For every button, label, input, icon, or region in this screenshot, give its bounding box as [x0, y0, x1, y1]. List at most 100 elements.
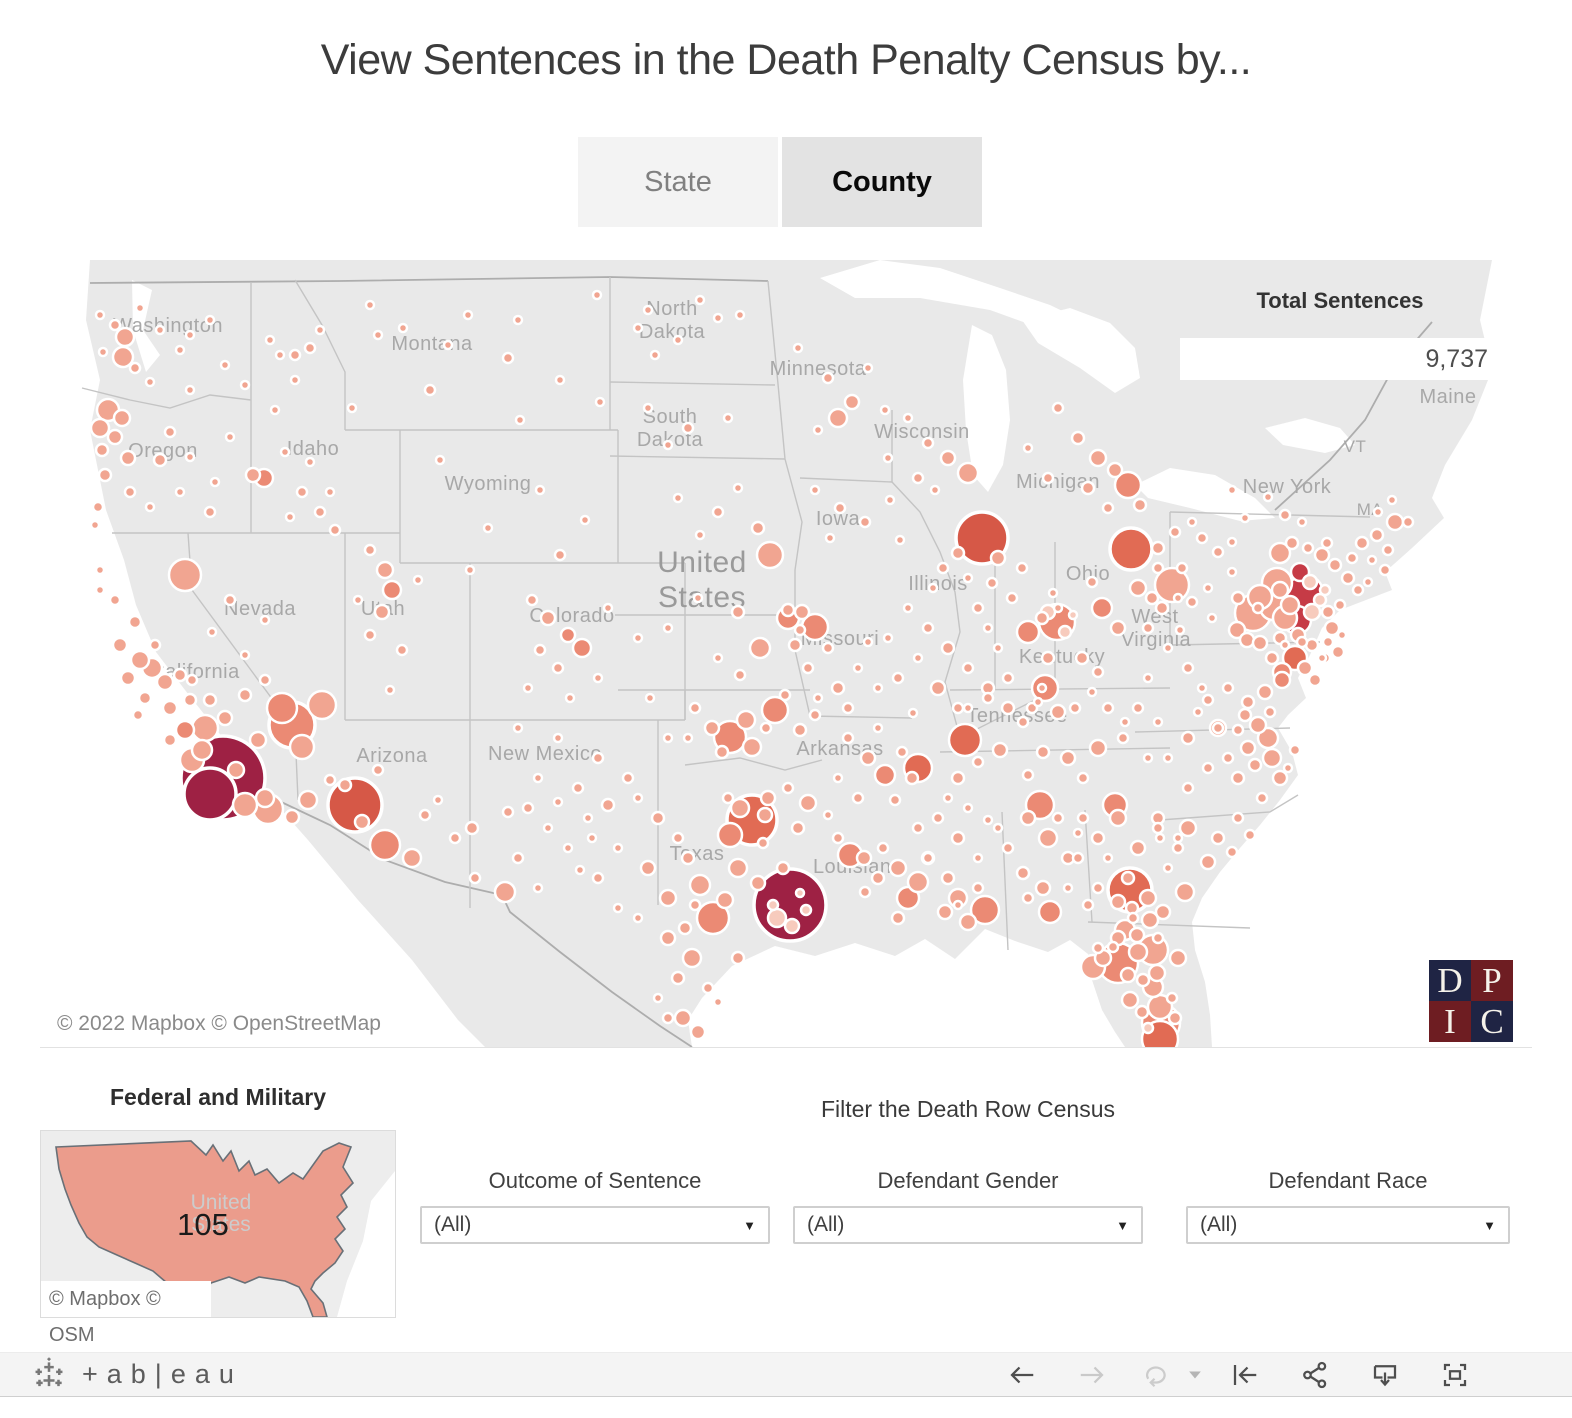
county-bubble[interactable]: [129, 649, 151, 671]
county-bubble[interactable]: [401, 847, 423, 869]
county-bubble[interactable]: [161, 699, 179, 717]
county-bubble[interactable]: [722, 412, 734, 424]
county-bubble[interactable]: [512, 722, 524, 734]
county-bubble[interactable]: [184, 329, 196, 341]
county-bubble[interactable]: [902, 602, 914, 614]
county-bubble[interactable]: [586, 832, 598, 844]
county-bubble[interactable]: [1101, 501, 1115, 515]
county-bubble[interactable]: [119, 449, 137, 467]
county-bubble[interactable]: [855, 849, 873, 867]
county-bubble[interactable]: [1362, 576, 1374, 588]
county-bubble[interactable]: [1251, 634, 1269, 652]
county-bubble[interactable]: [694, 529, 706, 541]
county-bubble[interactable]: [1135, 972, 1151, 988]
county-bubble[interactable]: [907, 707, 919, 719]
county-bubble[interactable]: [172, 667, 188, 683]
county-bubble[interactable]: [346, 402, 358, 414]
county-bubble[interactable]: [264, 334, 276, 346]
county-bubble[interactable]: [642, 304, 654, 316]
county-bubble[interactable]: [1131, 701, 1145, 715]
county-bubble[interactable]: [328, 523, 342, 537]
county-bubble[interactable]: [1237, 707, 1253, 723]
county-bubble[interactable]: [1150, 540, 1166, 556]
county-bubble[interactable]: [154, 324, 166, 336]
county-bubble[interactable]: [1230, 590, 1246, 606]
county-bubble[interactable]: [1085, 575, 1099, 589]
county-bubble[interactable]: [876, 841, 890, 855]
county-bubble[interactable]: [464, 564, 476, 576]
county-bubble[interactable]: [958, 912, 978, 932]
county-bubble[interactable]: [364, 299, 376, 311]
county-bubble[interactable]: [1340, 570, 1356, 586]
county-bubble[interactable]: [1032, 696, 1044, 708]
county-bubble[interactable]: [1162, 862, 1174, 874]
county-bubble[interactable]: [1119, 966, 1137, 984]
county-bubble[interactable]: [680, 850, 696, 866]
county-bubble[interactable]: [372, 329, 384, 341]
county-bubble[interactable]: [1301, 573, 1319, 591]
county-bubble[interactable]: [223, 593, 237, 607]
county-bubble[interactable]: [712, 312, 724, 324]
county-bubble[interactable]: [594, 396, 606, 408]
county-bubble[interactable]: [108, 318, 122, 332]
county-bubble[interactable]: [775, 860, 791, 876]
redo-icon[interactable]: [1075, 1358, 1109, 1392]
county-bubble[interactable]: [1022, 442, 1034, 454]
county-bubble[interactable]: [1185, 595, 1199, 609]
county-bubble[interactable]: [1015, 865, 1031, 881]
county-bubble[interactable]: [711, 505, 725, 519]
county-bubble[interactable]: [244, 466, 262, 484]
county-bubble[interactable]: [632, 322, 644, 334]
county-bubble[interactable]: [363, 628, 377, 642]
county-bubble[interactable]: [144, 376, 156, 388]
county-bubble[interactable]: [1351, 583, 1365, 597]
county-bubble[interactable]: [94, 442, 110, 458]
county-bubble[interactable]: [612, 902, 624, 914]
county-bubble[interactable]: [206, 626, 218, 638]
county-bubble[interactable]: [1154, 903, 1172, 921]
county-bubble[interactable]: [716, 821, 744, 849]
county-bubble[interactable]: [714, 744, 730, 760]
county-bubble[interactable]: [1071, 851, 1085, 865]
county-bubble[interactable]: [423, 383, 437, 397]
county-bubble[interactable]: [239, 379, 251, 391]
county-bubble[interactable]: [870, 870, 886, 886]
county-bubble[interactable]: [1321, 635, 1335, 649]
county-bubble[interactable]: [295, 485, 309, 499]
county-bubble[interactable]: [741, 736, 763, 758]
county-bubble[interactable]: [858, 515, 872, 529]
county-bubble[interactable]: [1354, 535, 1370, 551]
county-bubble[interactable]: [962, 702, 974, 714]
county-bubble[interactable]: [1316, 652, 1328, 664]
fullscreen-icon[interactable]: [1438, 1358, 1472, 1392]
county-bubble[interactable]: [97, 346, 109, 358]
county-bubble[interactable]: [304, 456, 316, 468]
county-bubble[interactable]: [1108, 808, 1128, 828]
county-bubble[interactable]: [591, 289, 603, 301]
county-bubble[interactable]: [961, 661, 975, 675]
county-bubble[interactable]: [1021, 891, 1035, 905]
county-bubble[interactable]: [1181, 661, 1195, 675]
county-bubble[interactable]: [1172, 592, 1184, 604]
county-bubble[interactable]: [231, 791, 259, 819]
county-bubble[interactable]: [163, 425, 177, 439]
county-bubble[interactable]: [564, 692, 576, 704]
county-bubble[interactable]: [982, 622, 994, 634]
county-bubble[interactable]: [662, 732, 674, 744]
county-bubble[interactable]: [884, 494, 896, 506]
county-bubble[interactable]: [501, 805, 515, 819]
county-bubble[interactable]: [174, 344, 186, 356]
county-bubble[interactable]: [1152, 716, 1164, 728]
county-bubble[interactable]: [434, 454, 446, 466]
county-bubble[interactable]: [851, 791, 865, 805]
county-bubble[interactable]: [371, 763, 385, 777]
county-bubble[interactable]: [642, 402, 654, 414]
county-bubble[interactable]: [1226, 484, 1238, 496]
county-bubble[interactable]: [1016, 715, 1030, 729]
county-bubble[interactable]: [790, 820, 806, 836]
county-bubble[interactable]: [1385, 512, 1405, 532]
county-bubble[interactable]: [1231, 811, 1245, 825]
county-bubble[interactable]: [912, 652, 924, 664]
county-bubble[interactable]: [1068, 701, 1082, 715]
county-bubble[interactable]: [1035, 744, 1051, 760]
